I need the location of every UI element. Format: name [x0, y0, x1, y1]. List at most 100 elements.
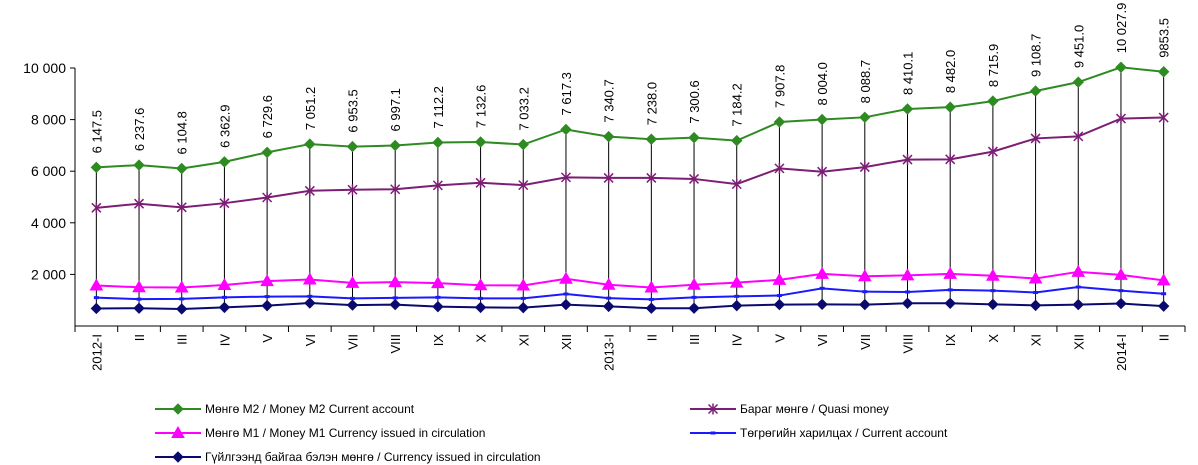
- diamond-marker: [645, 133, 658, 145]
- x-tick-label: 2014-I: [1114, 334, 1129, 371]
- star-marker: [518, 179, 529, 191]
- data-label: 8 410.1: [901, 52, 916, 95]
- dash-marker: [520, 296, 526, 300]
- diamond-marker: [172, 403, 184, 415]
- x-tick-label: III: [687, 334, 702, 345]
- diamond-marker: [859, 111, 871, 124]
- series-group: [91, 112, 1169, 214]
- y-tick-label: 6 000: [31, 163, 66, 179]
- triangle-marker: [217, 277, 232, 290]
- diamond-marker: [987, 298, 999, 311]
- data-label: 8 088.7: [858, 60, 873, 103]
- star-marker: [707, 403, 719, 415]
- data-label: 8 482.0: [943, 50, 958, 93]
- triangle-marker: [772, 272, 787, 285]
- data-labels: 6 147.5 6 237.6 6 104.8 6 362.9 6 729.6 7 051…: [89, 3, 1171, 155]
- y-tick-label: 10 000: [23, 60, 66, 76]
- diamond-marker: [1029, 299, 1042, 312]
- dash-marker: [221, 295, 227, 299]
- data-label: 6 729.6: [260, 95, 275, 138]
- dash-marker: [93, 296, 99, 300]
- legend-item: Бараг мөнгө / Quasi money: [690, 402, 889, 416]
- dash-marker: [350, 296, 355, 300]
- diamond-marker: [773, 298, 786, 311]
- diamond-marker: [517, 301, 529, 314]
- data-label: 9 451.0: [1071, 25, 1086, 68]
- triangle-marker: [857, 269, 872, 282]
- triangle-marker: [473, 278, 488, 291]
- series-group: [93, 285, 1167, 301]
- star-marker: [1158, 112, 1169, 124]
- x-tick-label: 2012-I: [89, 334, 104, 371]
- dash-marker: [710, 431, 716, 435]
- x-tick-label: IV: [730, 334, 745, 347]
- triangle-marker: [986, 268, 1000, 281]
- x-tick-label: II: [644, 334, 659, 341]
- diamond-marker: [901, 103, 914, 115]
- dash-marker: [1161, 292, 1167, 296]
- diamond-marker: [218, 156, 231, 168]
- series-line: [96, 66, 1164, 170]
- diamond-marker: [389, 298, 401, 311]
- star-marker: [817, 166, 828, 178]
- triangle-marker: [171, 425, 185, 438]
- triangle-marker: [900, 268, 915, 281]
- diamond-marker: [1029, 85, 1042, 97]
- diamond-marker: [816, 298, 828, 311]
- dash-marker: [648, 297, 654, 301]
- y-tick-label: 2 000: [31, 266, 66, 282]
- triangle-marker: [644, 280, 659, 293]
- star-marker: [91, 202, 102, 214]
- diamond-marker: [859, 298, 871, 311]
- x-tick-label: XII: [559, 334, 574, 350]
- triangle-marker: [1114, 267, 1128, 280]
- diamond-marker: [90, 161, 103, 174]
- star-marker: [304, 185, 315, 197]
- diamond-marker: [432, 300, 444, 313]
- diamond-marker: [346, 299, 359, 311]
- dash-marker: [136, 297, 142, 301]
- diamond-marker: [731, 134, 743, 147]
- data-label: 9853.5: [1157, 18, 1172, 58]
- diamond-marker: [261, 146, 273, 159]
- diamond-marker: [944, 297, 956, 310]
- dash-marker: [1033, 290, 1039, 294]
- x-tick-label: VIII: [388, 334, 403, 354]
- triangle-marker: [345, 275, 360, 288]
- triangle-marker: [729, 275, 744, 288]
- dash-marker: [905, 290, 910, 294]
- star-marker: [945, 153, 956, 165]
- diamond-marker: [560, 123, 572, 136]
- diamond-marker: [1115, 297, 1127, 310]
- x-tick-label: VII: [858, 334, 873, 350]
- diamond-marker: [1072, 76, 1084, 88]
- dash-marker: [1075, 285, 1081, 289]
- star-marker: [774, 162, 785, 174]
- data-label: 7 300.6: [687, 80, 702, 123]
- x-tick-label: V: [260, 334, 275, 343]
- triangle-marker: [601, 277, 616, 290]
- star-marker: [1030, 132, 1041, 144]
- legend-label: Мөнгө М2 / Money M2 Current account: [205, 402, 415, 416]
- dash-marker: [478, 296, 484, 300]
- diamond-marker: [1115, 61, 1127, 73]
- diamond-marker: [901, 297, 914, 310]
- x-tick-label: X: [986, 334, 1001, 343]
- series-group: [90, 297, 1170, 315]
- data-label: 8 715.9: [986, 44, 1001, 87]
- star-marker: [859, 161, 870, 173]
- diamond-marker: [133, 302, 145, 314]
- diamond-marker: [645, 302, 658, 314]
- legend-label: Мөнгө М1 / Money M1 Currency issued in c…: [205, 426, 485, 440]
- x-tick-label: VIII: [901, 334, 916, 354]
- star-marker: [603, 172, 614, 184]
- triangle-marker: [1071, 264, 1086, 277]
- diamond-marker: [731, 299, 743, 312]
- dash-marker: [776, 294, 782, 298]
- diamond-marker: [560, 298, 572, 311]
- series-group: [90, 61, 1170, 175]
- triangle-marker: [687, 277, 701, 290]
- diamond-marker: [602, 130, 615, 143]
- x-tick-label: II: [132, 334, 147, 341]
